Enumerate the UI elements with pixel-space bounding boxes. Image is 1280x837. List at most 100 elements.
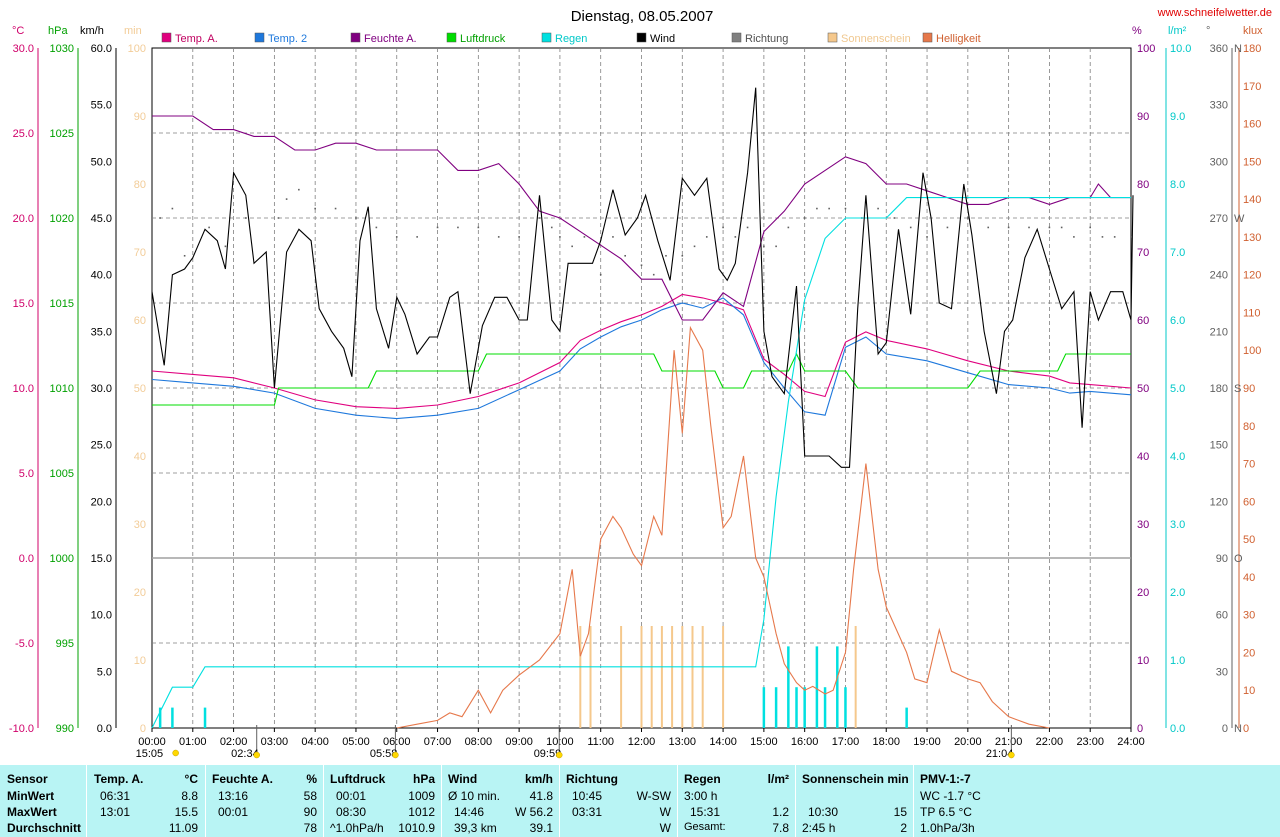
pressure-axis-tick: 1020: [50, 213, 74, 225]
pressure-axis-tick: 1025: [50, 128, 74, 140]
series-line-feuchte-a-: [152, 115, 1131, 321]
series-line-temp-2: [151, 297, 1132, 420]
direction-point: [171, 207, 174, 210]
summary-time: 14:46: [454, 805, 485, 819]
direction-axis-tick: 150: [1210, 440, 1228, 452]
lux-axis-tick: 110: [1243, 307, 1261, 319]
humidity-axis-tick: 10: [1137, 655, 1149, 667]
summary-duration: 3:00 h: [684, 789, 718, 803]
direction-point: [518, 236, 520, 238]
x-tick-label: 19:00: [913, 736, 941, 748]
humidity-axis-tick: 80: [1137, 179, 1149, 191]
sun-icon: [172, 749, 179, 757]
summary-unit: °C: [184, 772, 198, 786]
direction-point: [693, 245, 696, 248]
x-tick-label: 03:00: [261, 736, 289, 748]
summary-value: W: [659, 821, 671, 835]
humidity-axis-tick: 70: [1137, 247, 1149, 259]
summary-time: Ø 10 min.: [448, 789, 501, 803]
direction-point: [787, 226, 790, 229]
summary-col-sunshine: Sonnenschein min 10:30 15 2:45 h 2: [796, 765, 914, 837]
direction-axis-tick: 60: [1216, 610, 1228, 622]
legend-label: Wind: [650, 33, 675, 45]
x-tick-label: 14:00: [709, 736, 737, 748]
direction-point: [967, 217, 969, 219]
summary-value: 11.09: [168, 821, 198, 835]
direction-point: [277, 217, 280, 219]
sunshine-axis-tick: 60: [134, 315, 146, 327]
summary-header: Richtung: [566, 772, 618, 786]
direction-axis-tick: 30: [1216, 666, 1228, 678]
direction-point: [1048, 226, 1051, 229]
wind-axis-tick: 40.0: [91, 270, 112, 282]
x-tick-label: 07:00: [424, 736, 452, 748]
lux-axis-tick: 50: [1243, 534, 1255, 546]
x-tick-label: 02:00: [220, 736, 248, 748]
direction-point: [763, 245, 765, 248]
direction-point: [477, 226, 480, 229]
x-tick-label: 21:00: [995, 736, 1023, 748]
unit-label-right: klux: [1243, 25, 1263, 37]
x-tick-label: 06:00: [383, 736, 411, 748]
rain-axis-tick: 9.0: [1170, 111, 1185, 123]
wind-axis-tick: 50.0: [91, 156, 112, 168]
lux-axis-tick: 140: [1243, 194, 1261, 206]
sunshine-axis-tick: 90: [134, 111, 146, 123]
unit-label-right: °: [1206, 25, 1210, 37]
website-link[interactable]: www.schneifelwetter.de: [1157, 7, 1272, 19]
time-marker-label: 15:05: [136, 748, 164, 760]
summary-col-rain: Regen l/m² 3:00 h 15:31 1.2 Gesamt: 7.8: [678, 765, 796, 837]
summary-header: Temp. A.: [94, 772, 144, 786]
direction-axis-tick: 270: [1210, 213, 1228, 225]
summary-value: W 56.2: [514, 805, 553, 819]
series-layer: [151, 87, 1134, 729]
x-tick-label: 24:00: [1117, 736, 1145, 748]
x-tick-label: 00:00: [138, 736, 166, 748]
temp-axis-tick: 30.0: [13, 43, 34, 55]
legend-swatch: [541, 32, 552, 43]
direction-point: [624, 254, 626, 257]
direction-point: [665, 254, 667, 257]
direction-point: [1113, 236, 1116, 238]
summary-time: 13:01: [100, 805, 131, 819]
lux-axis-tick: 30: [1243, 610, 1255, 622]
legend-swatch: [922, 32, 933, 43]
rain-axis-tick: 1.0: [1170, 655, 1185, 667]
x-tick-label: 18:00: [872, 736, 900, 748]
lux-axis-tick: 100: [1243, 345, 1261, 357]
sun-icon: [253, 751, 260, 759]
direction-point: [775, 245, 777, 248]
direction-point: [816, 207, 818, 210]
direction-point: [334, 207, 337, 210]
time-marker-label: 02:34: [231, 748, 259, 760]
summary-col-wind: Wind km/h Ø 10 min. 41.8 14:46 W 56.2 39…: [442, 765, 560, 837]
direction-point: [550, 226, 553, 229]
sunshine-axis-tick: 100: [128, 43, 146, 55]
unit-label-left: km/h: [80, 25, 104, 37]
lux-axis-tick: 90: [1243, 383, 1255, 395]
series-line-wind: [151, 87, 1134, 468]
rain-axis-tick: 7.0: [1170, 247, 1185, 259]
summary-value: 1010.9: [398, 821, 435, 835]
summary-unit: hPa: [412, 772, 435, 786]
summary-time: 10:45: [572, 789, 603, 803]
direction-point: [538, 217, 541, 219]
direction-axis-tick: 120: [1210, 496, 1228, 508]
direction-point: [640, 264, 643, 267]
direction-point: [559, 236, 561, 238]
direction-point: [828, 207, 830, 210]
direction-point: [457, 226, 459, 229]
summary-value: 78: [303, 821, 317, 835]
direction-point: [652, 273, 655, 276]
wind-axis-tick: 10.0: [91, 610, 112, 622]
direction-point: [599, 273, 602, 276]
direction-axis-tick: 180: [1210, 383, 1228, 395]
summary-value: W: [659, 805, 671, 819]
unit-label-left: min: [124, 25, 142, 37]
summary-value: 1.2: [772, 805, 789, 819]
direction-point: [1060, 226, 1063, 229]
wind-axis-tick: 30.0: [91, 383, 112, 395]
summary-pmv-value: TP 6.5 °C: [920, 805, 972, 819]
temp-axis-tick: 20.0: [13, 213, 34, 225]
series-line-helligkeit: [396, 325, 1050, 729]
